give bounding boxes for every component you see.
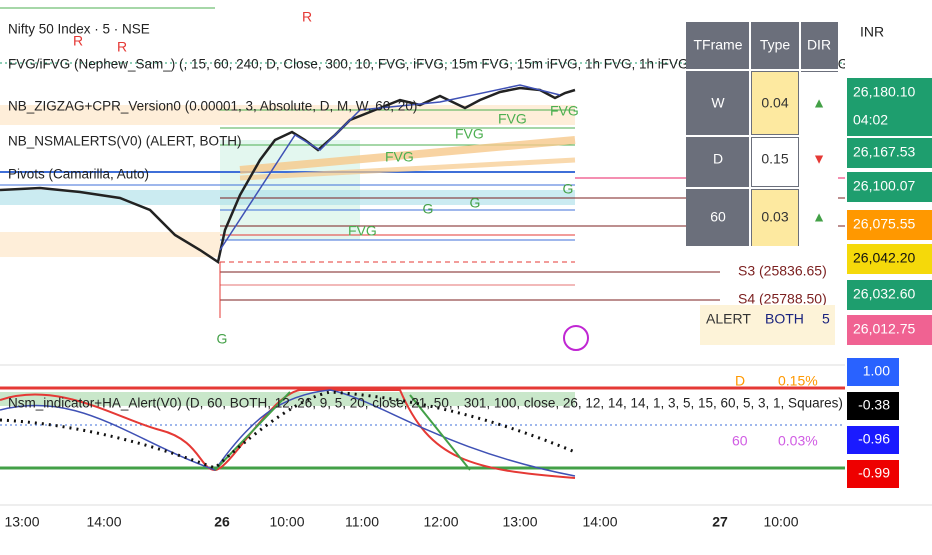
table-cell: 0.15	[761, 151, 788, 167]
price-label-box	[847, 78, 932, 136]
price-label: 26,075.55	[853, 216, 915, 232]
level-label: S4 (25788.50)	[738, 291, 827, 307]
lower-decor	[0, 364, 845, 479]
table-cells: TFrame Type DIR W 0.04 ▲ D 0.15 ▼ 60 0.03 ▲	[694, 37, 832, 225]
table-cell: ▲	[812, 209, 826, 225]
alert-box	[700, 305, 835, 345]
price-label: 26,100.07	[853, 178, 915, 194]
marker: G	[470, 195, 481, 211]
price-label: 26,167.53	[853, 144, 915, 160]
price-label-box	[847, 280, 932, 310]
lower-label: -0.99	[858, 465, 890, 481]
info-table	[686, 22, 838, 246]
currency: INR	[860, 24, 884, 40]
lower-labels: 1.00 -0.38 -0.96 -0.99	[847, 358, 899, 488]
time-label: 27	[712, 514, 728, 530]
marker: R	[73, 33, 83, 49]
table-header: DIR	[807, 37, 831, 53]
lower-label: -0.38	[858, 397, 890, 413]
table-cell: W	[711, 95, 725, 111]
indicator: NB_ZIGZAG+CPR_Version0 (0.00001, 3, Abso…	[8, 99, 417, 114]
table-cell: ▼	[812, 151, 826, 167]
indicator: FVG/iFVG (Nephew_Sam_) (, 15, 60, 240, D…	[8, 57, 890, 72]
price-label: 26,012.75	[853, 321, 915, 337]
indicator: NB_NSMALERTS(V0) (ALERT, BOTH)	[8, 134, 242, 149]
price-labels: 26,180.10 26,167.53 26,100.07 26,075.55 26,0…	[847, 78, 932, 345]
alert-text: 5	[822, 311, 830, 327]
marker: FVG	[348, 223, 377, 239]
table-cell: 0.04	[761, 95, 788, 111]
table-cell: 60	[710, 209, 726, 225]
chart-title: Nifty 50 Index · 5 · NSE	[8, 22, 150, 37]
lower-label-box	[847, 358, 899, 386]
marker: FVG	[385, 149, 414, 165]
time-label: 14:00	[86, 514, 121, 530]
time-label: 26	[214, 514, 230, 530]
lower-label: -0.96	[858, 431, 890, 447]
time-label: 14:00	[582, 514, 617, 530]
price-label: 26,042.20	[853, 250, 915, 266]
lower-label-box	[847, 426, 899, 454]
lower-table-cell: 60	[732, 433, 748, 449]
price-label-box	[847, 172, 932, 202]
lower-table-cell: 0.03%	[778, 433, 818, 449]
price-label-box	[847, 244, 932, 274]
price-label: 26,032.60	[853, 286, 915, 302]
indicator: Pivots (Camarilla, Auto)	[8, 167, 149, 182]
time-label: 12:00	[423, 514, 458, 530]
price-label-box	[847, 138, 932, 168]
price-label-box	[847, 210, 932, 240]
level-label: S3 (25836.65)	[738, 263, 827, 279]
indicator: Nsm_indicator+HA_Alert(V0) (D, 60, BOTH,…	[8, 396, 843, 411]
time-label: 13:00	[4, 514, 39, 530]
alert-text: BOTH	[765, 311, 804, 327]
lower-table-cell: D	[735, 373, 745, 389]
table-cell: ▲	[812, 95, 826, 111]
marker: R	[117, 39, 127, 55]
alert-text: ALERT	[706, 311, 751, 327]
marker: FVG	[455, 126, 484, 142]
price-label-box	[847, 315, 932, 345]
table-cell: D	[713, 151, 723, 167]
marker: FVG	[550, 103, 579, 119]
alert-icon[interactable]	[563, 325, 589, 351]
time-label: 11:00	[345, 514, 379, 530]
time-label: 13:00	[502, 514, 537, 530]
price-label: 26,180.10	[853, 84, 915, 100]
lower-label-box	[847, 392, 899, 420]
table-header: TFrame	[694, 37, 743, 53]
markers: R R R G G G G FVG FVG FVG FVG FVG	[73, 9, 589, 351]
lower-table-cell: 0.15%	[778, 373, 818, 389]
time-label: 10:00	[269, 514, 304, 530]
marker: FVG	[498, 111, 527, 127]
marker: G	[423, 201, 434, 217]
table-header: Type	[760, 37, 791, 53]
marker: G	[563, 181, 574, 197]
chart-decor	[0, 7, 845, 318]
price-label: 04:02	[853, 112, 888, 128]
lower-label: 1.00	[863, 363, 890, 379]
time-axis: 13:00 14:00 26 10:00 11:00 12:00 13:00 14:00 27 1…	[4, 514, 798, 530]
table-cell: 0.03	[761, 209, 788, 225]
lower-label-box	[847, 460, 899, 488]
marker: R	[302, 9, 312, 25]
time-label: 10:00	[763, 514, 798, 530]
marker: G	[217, 331, 228, 347]
